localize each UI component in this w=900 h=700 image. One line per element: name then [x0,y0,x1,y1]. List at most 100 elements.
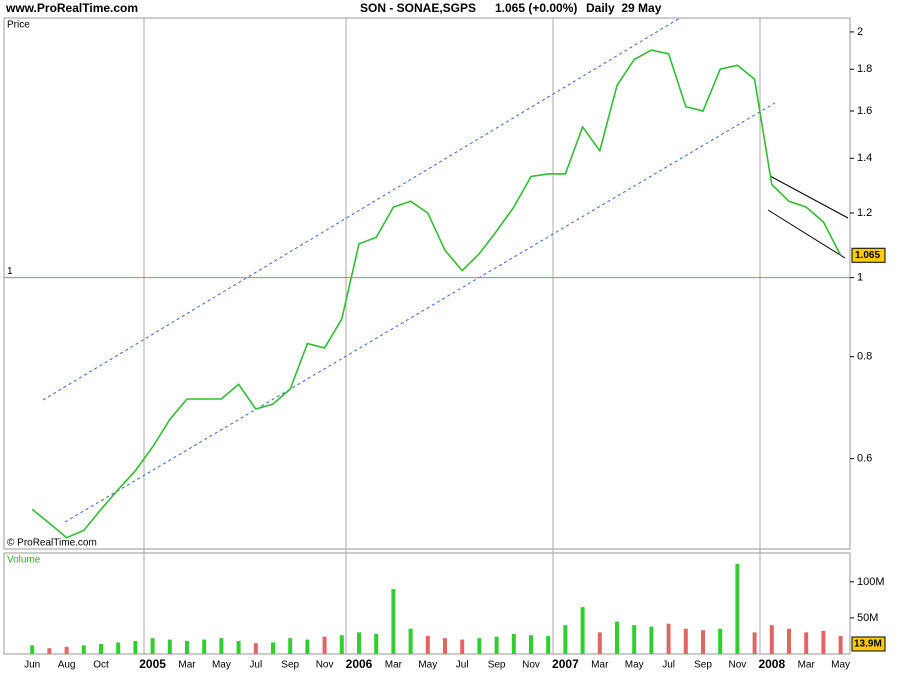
price-panel-label: Price [7,20,30,31]
volume-bar [649,626,654,654]
y-tick-label: 1.4 [857,152,872,164]
volume-bar [236,641,241,654]
y-tick-label: 1 [857,271,863,283]
volume-bar [425,635,430,654]
volume-bar [494,636,499,654]
volume-bar [357,632,361,654]
x-tick-label: 2005 [139,657,166,671]
x-tick-label: Mar [798,660,816,671]
volume-panel-label: Volume [7,555,41,566]
y-tick-label: 1.6 [857,105,872,117]
volume-bar [580,607,585,654]
x-tick-label: May [212,660,231,671]
volume-bar [752,632,757,654]
down-channel-upper [769,175,849,219]
volume-bar [133,641,138,654]
volume-bar [443,638,447,654]
site-name: www.ProRealTime.com [5,1,138,15]
x-tick-label: Nov [522,660,540,671]
x-tick-label: Mar [385,660,403,671]
volume-bar [202,639,207,654]
y-tick-label: 1.2 [857,207,872,219]
volume-bar [116,642,121,654]
volume-bar [477,638,482,654]
volume-bar [99,643,103,654]
volume-bar [150,638,155,654]
volume-bar [718,628,723,654]
volume-bar [30,645,35,654]
y-tick-label: 2 [857,26,863,38]
x-tick-label: 2006 [346,657,373,671]
x-tick-label: May [831,660,850,671]
volume-bar [666,623,671,654]
volume-bar [769,625,774,654]
volume-bar [615,621,619,654]
volume-bar [64,646,69,654]
volume-bar [804,632,809,654]
volume-bar [219,638,224,654]
volume-bar [81,645,86,654]
volume-bar [701,630,705,654]
volume-bar [288,638,293,654]
volume-bar [735,563,740,654]
volume-bar [838,635,843,654]
volume-bar [563,625,568,654]
quote: 1.065 (+0.00%) [495,1,577,15]
last-volume-label: 13.9M [854,639,882,650]
volume-bar [529,635,533,654]
last-volume-tag [851,636,886,652]
x-tick-label: 2007 [552,657,579,671]
x-tick-label: May [625,660,644,671]
volume-bar [305,639,310,654]
volume-bar [408,628,413,654]
volume-bar [683,628,688,654]
y-tick-label: 50M [857,612,878,624]
volume-bar [632,625,637,654]
chart-title: SON - SONAE,SGPS [360,1,476,15]
volume-bar [391,589,396,654]
volume-bar [167,639,172,654]
price-panel [3,17,851,550]
volume-bar [374,633,379,654]
x-tick-label: Aug [58,660,76,671]
volume-bar [47,648,52,654]
x-tick-label: Sep [488,660,506,671]
y-tick-label: 0.8 [857,351,872,363]
down-channel-lower [767,209,846,259]
x-tick-label: May [418,660,437,671]
y-tick-label: 0.6 [857,453,872,465]
volume-bar [271,642,275,654]
x-tick-label: Mar [591,660,609,671]
volume-bar [185,641,189,654]
x-tick-label: Nov [729,660,747,671]
price-line [31,49,842,539]
x-tick-label: Mar [178,660,196,671]
volume-bar [339,635,344,654]
x-tick-label: Sep [281,660,299,671]
last-price-label: 1.065 [855,250,880,261]
channel-upper [42,17,681,401]
y-tick-label: 100M [857,576,885,588]
year-gridlines [143,18,761,654]
volume-bar [546,635,551,654]
x-tick-label: Sep [694,660,712,671]
volume-bar [821,630,826,654]
volume-bar [511,633,516,654]
copyright: © ProRealTime.com [7,538,97,549]
volume-bar [597,632,602,654]
trendlines [42,17,849,523]
x-tick-label: Jul [662,660,675,671]
period: Daily 29 May [586,1,662,15]
x-tick-label: Jun [24,660,40,671]
x-tick-label: Nov [316,660,334,671]
last-price-tag [851,247,886,263]
x-tick-label: Oct [93,660,109,671]
volume-bar [787,628,791,654]
x-tick-label: 2008 [758,657,785,671]
volume-bar [460,639,465,654]
volume-bar [253,643,258,654]
reference-label: 1 [7,266,13,277]
y-tick-label: 1.8 [857,63,872,75]
x-tick-label: Jul [456,660,469,671]
